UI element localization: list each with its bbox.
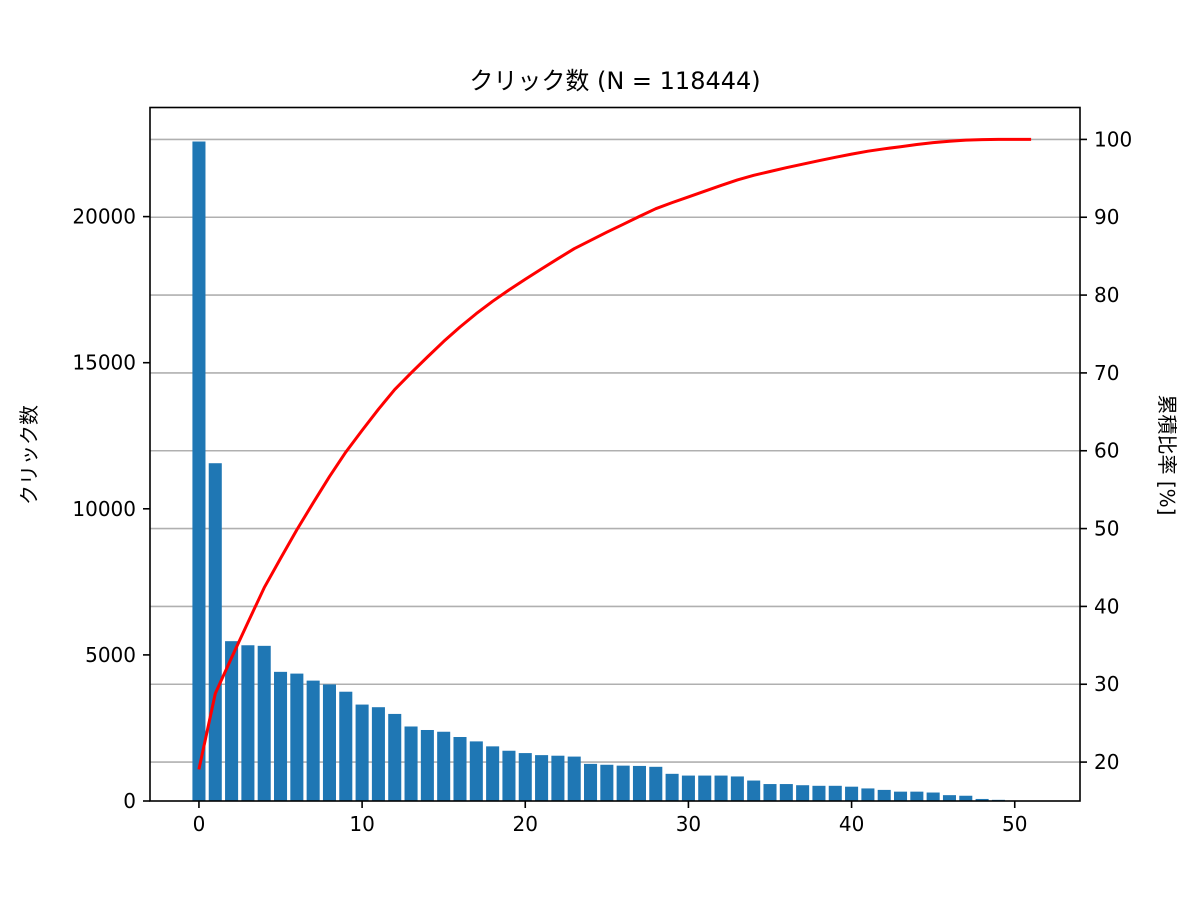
- bar: [796, 785, 810, 801]
- x-tick-label: 10: [349, 812, 374, 836]
- bar: [404, 726, 418, 801]
- y2-tick-label: 80: [1094, 283, 1119, 307]
- bar-series: [192, 141, 1022, 801]
- bar: [942, 795, 956, 801]
- bar: [584, 763, 598, 801]
- y2-tick-label: 30: [1094, 672, 1119, 696]
- bar: [567, 756, 581, 801]
- bar: [714, 775, 728, 801]
- bar: [649, 766, 663, 801]
- plot-frame: [149, 106, 1081, 802]
- bar: [437, 731, 451, 801]
- x-tick-label: 30: [676, 812, 701, 836]
- y2-tick-label: 20: [1094, 750, 1119, 774]
- bar: [861, 788, 875, 801]
- bar: [616, 765, 630, 801]
- bar: [763, 784, 777, 801]
- x-tick-label: 20: [513, 812, 538, 836]
- bar: [910, 791, 924, 801]
- bar: [225, 641, 239, 801]
- y2-tick-label: 90: [1094, 205, 1119, 229]
- bar: [453, 737, 467, 801]
- bar: [747, 780, 761, 801]
- bar: [518, 753, 532, 801]
- x-tick-label: 0: [193, 812, 206, 836]
- bar: [274, 671, 288, 801]
- bar: [681, 775, 695, 801]
- bar: [208, 463, 222, 801]
- bar: [632, 765, 646, 801]
- bar: [502, 750, 516, 801]
- bar: [828, 785, 842, 801]
- bar: [486, 746, 500, 801]
- bar: [959, 795, 973, 801]
- bar: [812, 785, 826, 801]
- bar: [192, 141, 206, 801]
- x-axis-ticks: 0 10 20 30 40 50: [193, 801, 1027, 836]
- y2-tick-label: 40: [1094, 594, 1119, 618]
- bar: [420, 729, 434, 801]
- bar: [845, 786, 859, 801]
- bar: [322, 684, 336, 801]
- bar: [975, 798, 989, 801]
- bar: [551, 755, 565, 801]
- bar: [779, 784, 793, 801]
- y-tick-label: 10000: [72, 497, 136, 521]
- bar: [535, 755, 549, 801]
- x-tick-label: 50: [1002, 812, 1027, 836]
- left-y-axis-label: クリック数: [17, 405, 41, 505]
- y2-tick-label: 100: [1094, 127, 1132, 151]
- bar: [290, 673, 304, 801]
- y-tick-label: 15000: [72, 351, 136, 375]
- y2-tick-label: 70: [1094, 361, 1119, 385]
- bar: [355, 704, 369, 801]
- bar: [926, 792, 940, 801]
- bar: [371, 707, 385, 801]
- bar: [469, 741, 483, 801]
- y-tick-label: 5000: [85, 643, 136, 667]
- x-tick-label: 40: [839, 812, 864, 836]
- right-y-axis-label: 累積比率 [%]: [1155, 395, 1179, 516]
- bar: [306, 680, 320, 801]
- left-y-axis-ticks: 0 5000 10000 15000 20000: [72, 205, 150, 813]
- bar: [388, 713, 402, 801]
- bar: [730, 776, 744, 801]
- bar: [600, 764, 614, 801]
- cumulative-ratio-line: [197, 137, 1032, 770]
- bar: [665, 773, 679, 801]
- grid-lines: [150, 138, 1080, 763]
- bar: [241, 645, 255, 801]
- bar: [894, 791, 908, 801]
- right-y-axis-ticks: 20 30 40 50 60 70 80 90 100: [1080, 127, 1132, 774]
- bar: [257, 645, 271, 801]
- chart-title: クリック数 (N = 118444): [469, 67, 760, 95]
- y-tick-label: 0: [123, 789, 136, 813]
- y2-tick-label: 50: [1094, 517, 1119, 541]
- bar: [877, 789, 891, 801]
- bar: [698, 775, 712, 801]
- bar: [339, 691, 353, 801]
- y2-tick-label: 60: [1094, 439, 1119, 463]
- y-tick-label: 20000: [72, 205, 136, 229]
